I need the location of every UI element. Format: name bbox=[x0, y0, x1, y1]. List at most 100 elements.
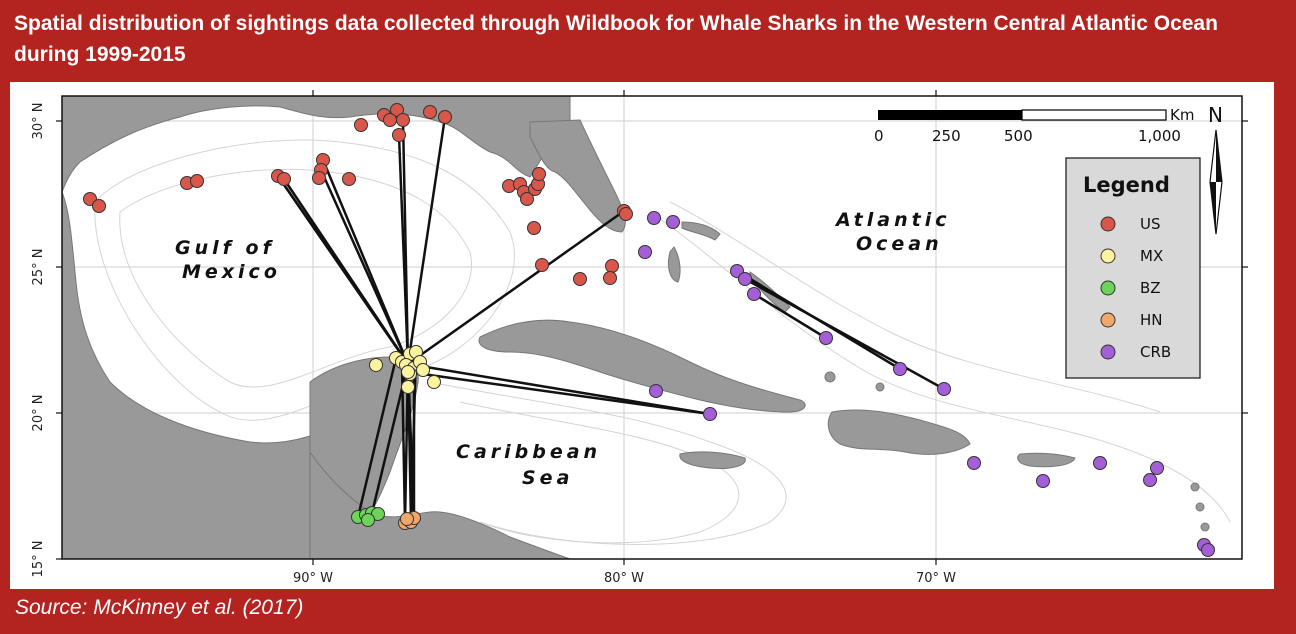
sighting-marker-crb bbox=[638, 245, 652, 259]
sighting-marker-mx bbox=[401, 380, 415, 394]
figure-title: Spatial distribution of sightings data c… bbox=[14, 12, 1218, 66]
sighting-marker-us bbox=[438, 110, 452, 124]
sighting-marker-us bbox=[573, 272, 587, 286]
lon-tick: 90° W bbox=[293, 571, 333, 586]
legend-label-mx: MX bbox=[1140, 247, 1163, 265]
map-panel: Gulf of Mexico Caribbean Sea Atlantic Oc… bbox=[10, 82, 1274, 589]
sighting-marker-us bbox=[535, 258, 549, 272]
land-hispaniola bbox=[827, 409, 971, 455]
sighting-markers bbox=[83, 103, 1215, 557]
land-central-america bbox=[309, 450, 571, 560]
sighting-marker-us bbox=[423, 105, 437, 119]
scale-tick: 0 bbox=[874, 127, 884, 145]
sighting-marker-crb bbox=[747, 287, 761, 301]
land-masses bbox=[61, 95, 1210, 560]
sighting-marker-us bbox=[342, 172, 356, 186]
land-cuba bbox=[478, 319, 806, 413]
sighting-marker-crb bbox=[703, 407, 717, 421]
legend-marker-bz bbox=[1100, 280, 1116, 296]
gulf-of-mexico-label: Gulf of Mexico bbox=[175, 237, 281, 283]
source-caption: Source: McKinney et al. (2017) bbox=[15, 596, 304, 619]
track-line bbox=[406, 115, 447, 366]
legend-marker-mx bbox=[1100, 248, 1116, 264]
sighting-marker-crb bbox=[649, 384, 663, 398]
sighting-marker-crb bbox=[1201, 543, 1215, 557]
sighting-marker-crb bbox=[647, 211, 661, 225]
track-line bbox=[406, 362, 712, 416]
atlantic-ocean-label: Atlantic Ocean bbox=[834, 209, 946, 255]
lat-tick: 25° N bbox=[31, 249, 46, 286]
map-border bbox=[61, 95, 1243, 560]
lon-tick: 80° W bbox=[604, 571, 644, 586]
sighting-marker-us bbox=[532, 167, 546, 181]
land-florida bbox=[529, 119, 626, 233]
legend-label-crb: CRB bbox=[1140, 343, 1171, 361]
sighting-marker-us bbox=[392, 128, 406, 142]
sighting-marker-us bbox=[312, 171, 326, 185]
sighting-marker-us bbox=[383, 113, 397, 127]
sighting-marker-us bbox=[277, 172, 291, 186]
lat-tick: 20° N bbox=[31, 395, 46, 432]
legend: Legend US MX BZ HN CRB bbox=[1065, 157, 1201, 379]
lat-tick: 30° N bbox=[31, 103, 46, 140]
sighting-marker-crb bbox=[666, 215, 680, 229]
sighting-marker-us bbox=[619, 207, 633, 221]
land-bahamas-1 bbox=[667, 246, 681, 283]
sighting-marker-mx bbox=[427, 375, 441, 389]
lon-tick: 70° W bbox=[916, 571, 956, 586]
sightings-map: Gulf of Mexico Caribbean Sea Atlantic Oc… bbox=[10, 82, 1274, 589]
sighting-marker-crb bbox=[819, 331, 833, 345]
track-line bbox=[356, 356, 398, 519]
legend-title: Legend bbox=[1083, 173, 1170, 197]
sighting-marker-mx bbox=[401, 365, 415, 379]
legend-label-us: US bbox=[1140, 215, 1161, 233]
north-arrow-icon: N bbox=[1208, 103, 1223, 235]
sighting-marker-crb bbox=[1036, 474, 1050, 488]
scale-tick: 500 bbox=[1004, 127, 1033, 145]
track-line bbox=[276, 174, 410, 366]
sighting-marker-hn bbox=[400, 512, 414, 526]
legend-marker-crb bbox=[1100, 344, 1116, 360]
sighting-marker-mx bbox=[369, 358, 383, 372]
sighting-marker-us bbox=[354, 118, 368, 132]
track-line bbox=[401, 118, 410, 366]
sighting-marker-crb bbox=[738, 272, 752, 286]
scale-unit: Km bbox=[1170, 106, 1194, 124]
track-line bbox=[406, 209, 626, 366]
sighting-marker-us bbox=[92, 199, 106, 213]
track-line bbox=[319, 168, 410, 366]
track-line bbox=[752, 292, 828, 340]
sighting-marker-crb bbox=[1150, 461, 1164, 475]
svg-text:Ocean: Ocean bbox=[856, 233, 943, 255]
sighting-marker-crb bbox=[1143, 473, 1157, 487]
track-line bbox=[406, 370, 712, 416]
sighting-marker-us bbox=[605, 259, 619, 273]
graticule bbox=[62, 96, 1242, 559]
sighting-marker-crb bbox=[937, 382, 951, 396]
legend-marker-us bbox=[1100, 216, 1116, 232]
svg-text:Mexico: Mexico bbox=[182, 261, 281, 283]
sighting-marker-bz bbox=[361, 513, 375, 527]
sighting-marker-us bbox=[396, 113, 410, 127]
land-yucatan bbox=[309, 356, 419, 518]
lat-tick: 15° N bbox=[31, 541, 46, 578]
north-arrow-label: N bbox=[1208, 103, 1223, 127]
svg-text:Sea: Sea bbox=[522, 467, 573, 489]
land-puerto-rico bbox=[1017, 452, 1076, 468]
sighting-marker-us bbox=[190, 174, 204, 188]
sighting-marker-us bbox=[603, 271, 617, 285]
legend-label-hn: HN bbox=[1140, 311, 1163, 329]
land-bahamas-2 bbox=[681, 221, 721, 241]
scale-bar: Km 0 250 500 1,000 bbox=[874, 106, 1194, 145]
sighting-marker-crb bbox=[893, 362, 907, 376]
track-line bbox=[743, 277, 946, 391]
sighting-marker-crb bbox=[967, 456, 981, 470]
sighting-marker-crb bbox=[1093, 456, 1107, 470]
caribbean-sea-label: Caribbean Sea bbox=[456, 441, 601, 489]
svg-text:Gulf of: Gulf of bbox=[175, 237, 275, 259]
sighting-marker-us bbox=[520, 192, 534, 206]
svg-text:Caribbean: Caribbean bbox=[456, 441, 601, 463]
land-jamaica bbox=[679, 451, 746, 469]
scale-tick: 250 bbox=[932, 127, 961, 145]
legend-label-bz: BZ bbox=[1140, 279, 1161, 297]
